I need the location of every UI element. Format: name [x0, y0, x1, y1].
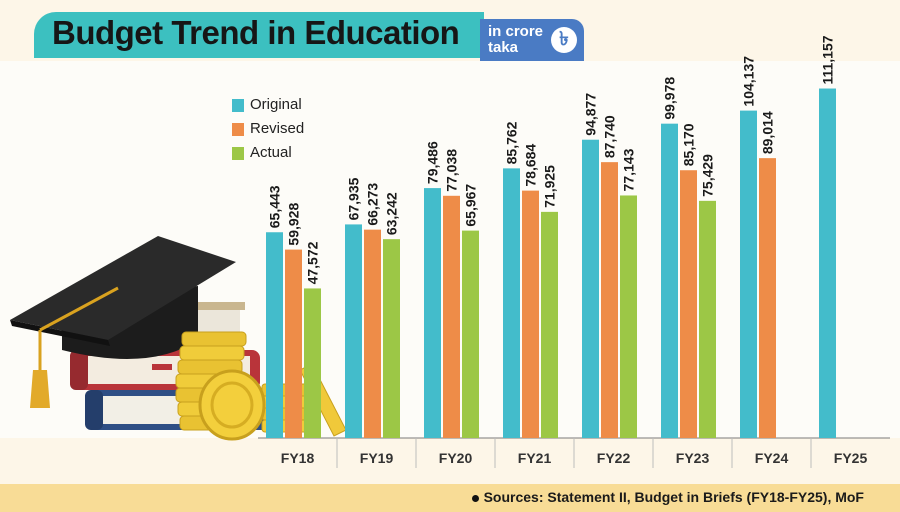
data-label-revised-fy22: 87,740: [602, 115, 618, 158]
bar-original-fy18: [266, 232, 283, 438]
bar-original-fy21: [503, 168, 520, 439]
bar-original-fy19: [345, 224, 362, 438]
data-label-revised-fy19: 66,273: [365, 183, 381, 226]
data-label-original-fy21: 85,762: [504, 121, 520, 164]
data-label-actual-fy20: 65,967: [463, 184, 479, 227]
data-label-revised-fy21: 78,684: [523, 144, 539, 187]
x-tick-label-fy23: FY23: [676, 450, 710, 466]
source-note: Sources: Statement II, Budget in Briefs …: [471, 489, 864, 505]
x-tick-label-fy19: FY19: [360, 450, 394, 466]
legend-label-original: Original: [250, 96, 302, 113]
data-label-actual-fy19: 63,242: [384, 192, 400, 235]
bar-original-fy20: [424, 188, 441, 438]
bar-original-fy25: [819, 88, 836, 438]
bar-actual-fy21: [541, 211, 558, 438]
legend-label-actual: Actual: [250, 144, 292, 161]
bar-original-fy22: [582, 139, 599, 438]
data-label-original-fy18: 65,443: [267, 185, 283, 228]
bar-actual-fy19: [383, 239, 400, 438]
legend-swatch-actual: [232, 147, 244, 160]
data-label-actual-fy18: 47,572: [305, 241, 321, 284]
category-dividers: [336, 438, 812, 468]
x-tick-label-fy22: FY22: [597, 450, 631, 466]
bar-revised-fy24: [759, 158, 776, 438]
bullet-icon: [471, 494, 479, 502]
x-tick-label-fy25: FY25: [834, 450, 868, 466]
bar-revised-fy21: [522, 190, 539, 438]
bar-original-fy24: [740, 110, 757, 439]
data-label-actual-fy23: 75,429: [700, 154, 716, 197]
bar-revised-fy18: [285, 249, 302, 438]
unit-label: in crore taka: [488, 24, 543, 56]
unit-label-line2: taka: [488, 39, 519, 56]
footer-bar: [0, 484, 900, 512]
data-label-revised-fy18: 59,928: [286, 203, 302, 246]
chart-title: Budget Trend in Education: [52, 14, 460, 51]
x-tick-label-fy18: FY18: [281, 450, 315, 466]
taka-currency-icon: ৳: [551, 27, 577, 53]
bar-revised-fy22: [601, 162, 618, 438]
legend-label-revised: Revised: [250, 120, 305, 137]
data-label-revised-fy23: 85,170: [681, 123, 697, 166]
x-tick-label-fy20: FY20: [439, 450, 473, 466]
x-tick-label-fy24: FY24: [755, 450, 789, 466]
bars-layer: [266, 88, 836, 439]
title-banner: [34, 12, 484, 58]
data-label-original-fy19: 67,935: [346, 177, 362, 220]
data-label-actual-fy21: 71,925: [542, 165, 558, 208]
graduation-cap-icon: [10, 236, 236, 408]
bar-revised-fy20: [443, 195, 460, 438]
bar-actual-fy18: [304, 288, 321, 438]
bar-revised-fy23: [680, 170, 697, 438]
data-label-original-fy20: 79,486: [425, 141, 441, 184]
bar-actual-fy22: [620, 195, 637, 438]
unit-label-line1: in crore: [488, 23, 544, 40]
data-label-original-fy22: 94,877: [583, 93, 599, 136]
bar-revised-fy19: [364, 229, 381, 438]
bar-original-fy23: [661, 123, 678, 439]
data-label-revised-fy20: 77,038: [444, 149, 460, 192]
source-text: Sources: Statement II, Budget in Briefs …: [483, 489, 864, 505]
data-label-actual-fy22: 77,143: [621, 148, 637, 191]
bar-actual-fy20: [462, 230, 479, 438]
x-tick-labels: FY18 FY19 FY20 FY21 FY22 FY23 FY24 FY25: [281, 450, 868, 466]
legend-swatch-revised: [232, 123, 244, 136]
data-label-original-fy24: 104,137: [741, 56, 757, 107]
x-tick-label-fy21: FY21: [518, 450, 552, 466]
bar-actual-fy23: [699, 200, 716, 438]
data-label-original-fy23: 99,978: [662, 77, 678, 120]
data-label-revised-fy24: 89,014: [760, 111, 776, 154]
legend-swatch-original: [232, 99, 244, 112]
data-label-original-fy25: 111,157: [820, 35, 836, 84]
